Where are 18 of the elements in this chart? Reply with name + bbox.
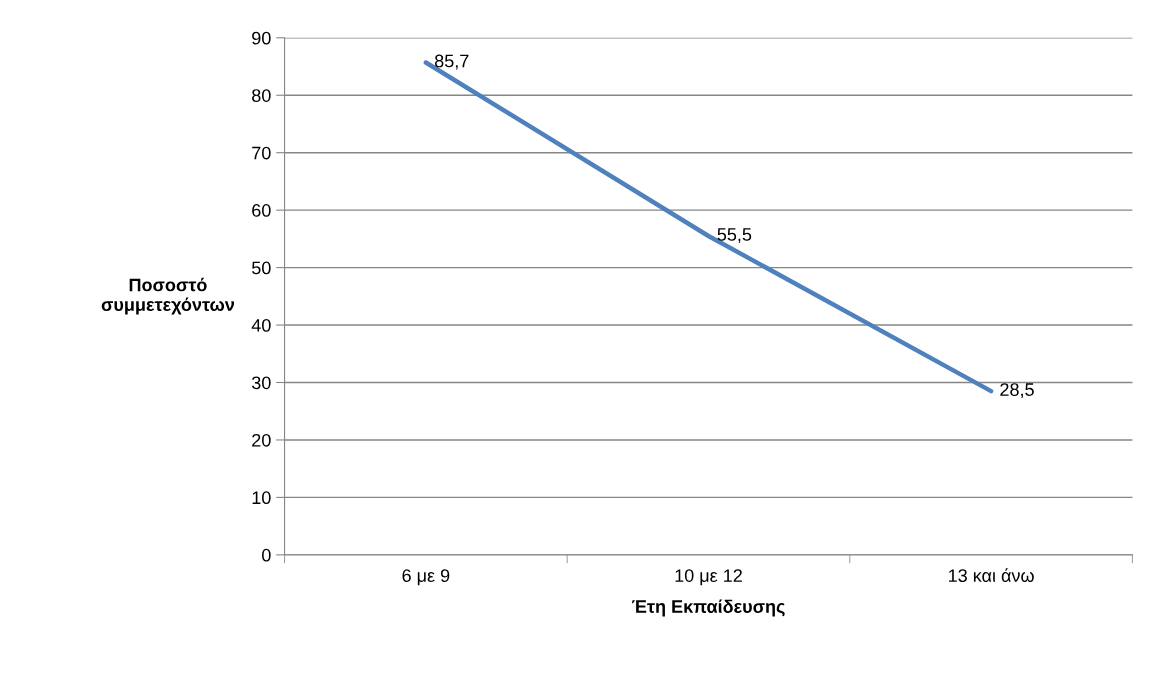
y-tick-label: 70 [252, 146, 271, 160]
y-tick-label: 50 [251, 261, 271, 275]
y-tick-label: 90 [252, 31, 271, 45]
y-tick-label: 0 [262, 548, 271, 562]
x-tick-label: 10 με 12 [675, 569, 742, 586]
data-label: 55,5 [717, 228, 752, 243]
y-axis-title: Ποσοστό συμμετεχόντων [101, 277, 235, 315]
y-tick-label: 20 [252, 433, 271, 447]
y-tick-label: 10 [252, 491, 271, 505]
x-tick-label: 6 με 9 [402, 569, 450, 586]
x-axis-title: Έτη Εκπαίδευσης [631, 599, 785, 617]
y-tick-label: 80 [252, 89, 271, 102]
x-tick-label: 13 και άνω [949, 568, 1034, 582]
y-tick-label: 40 [251, 318, 271, 332]
y-tick-label: 30 [251, 376, 271, 390]
y-tick-label: 60 [252, 204, 271, 217]
data-label: 85,7 [434, 54, 469, 70]
data-label: 28,5 [1000, 383, 1034, 399]
